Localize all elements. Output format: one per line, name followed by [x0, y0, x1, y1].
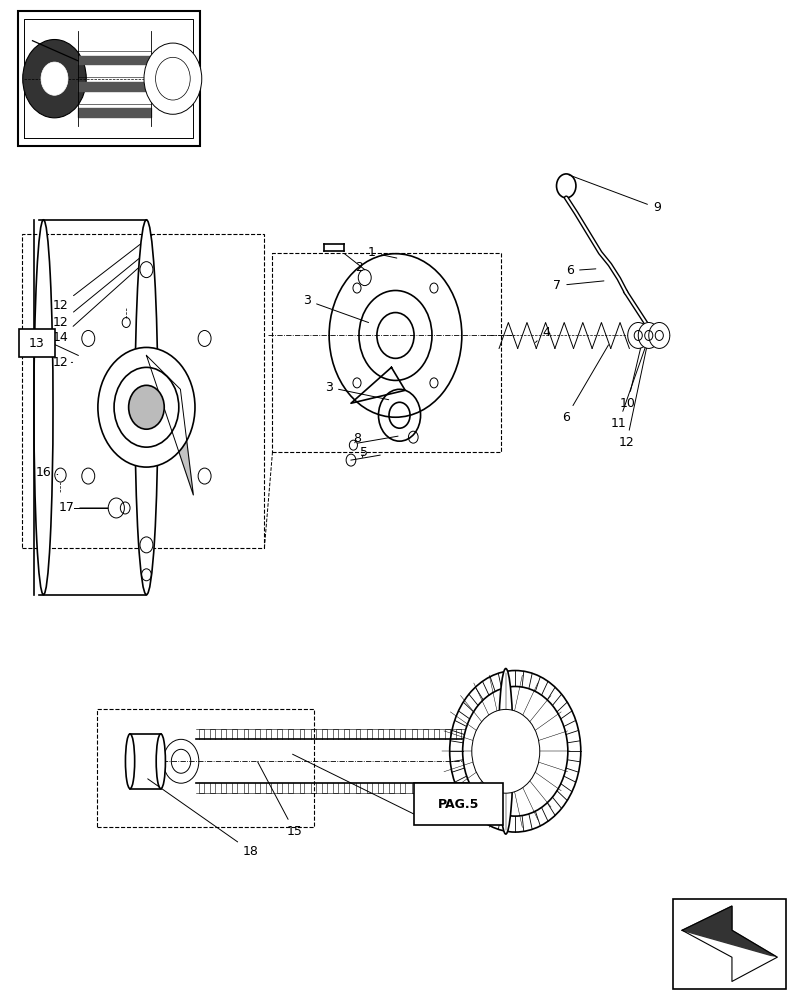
Text: 5: 5 [359, 446, 367, 459]
Circle shape [627, 322, 648, 348]
Circle shape [82, 330, 95, 346]
Text: 18: 18 [148, 779, 258, 858]
Text: 1: 1 [367, 246, 397, 259]
Text: 10: 10 [619, 340, 642, 410]
Circle shape [41, 62, 68, 95]
FancyBboxPatch shape [414, 783, 503, 825]
Text: 6: 6 [565, 264, 595, 277]
Circle shape [139, 262, 152, 278]
Text: 12: 12 [618, 340, 647, 449]
Text: 7: 7 [552, 279, 603, 292]
Text: 11: 11 [610, 340, 647, 430]
Text: 17: 17 [58, 501, 114, 514]
Text: 2: 2 [354, 261, 363, 274]
Text: 3: 3 [324, 381, 388, 400]
Text: 13: 13 [29, 337, 45, 350]
Text: 16: 16 [36, 466, 58, 479]
Text: 3: 3 [303, 294, 368, 323]
Circle shape [23, 40, 86, 118]
Circle shape [648, 322, 669, 348]
Bar [672, 899, 785, 989]
Text: 12: 12 [53, 234, 152, 312]
Ellipse shape [135, 220, 157, 595]
Bar [22, 234, 264, 548]
Text: 12: 12 [53, 250, 148, 329]
Polygon shape [731, 957, 776, 981]
Circle shape [82, 468, 95, 484]
Circle shape [144, 43, 201, 114]
Bar [130, 734, 161, 789]
Circle shape [471, 709, 539, 793]
Ellipse shape [498, 669, 513, 834]
Text: 15: 15 [257, 762, 302, 838]
Circle shape [198, 468, 211, 484]
Ellipse shape [34, 220, 53, 595]
Text: 4: 4 [534, 326, 549, 342]
Polygon shape [681, 906, 776, 957]
FancyBboxPatch shape [19, 329, 54, 357]
Circle shape [198, 330, 211, 346]
Polygon shape [146, 355, 193, 495]
Circle shape [139, 537, 152, 553]
Circle shape [98, 347, 195, 467]
Text: PAG.5: PAG.5 [437, 798, 478, 811]
Bar [18, 11, 200, 146]
Text: 14: 14 [53, 261, 147, 344]
Circle shape [108, 498, 124, 518]
Ellipse shape [156, 734, 165, 789]
Circle shape [128, 385, 164, 429]
Ellipse shape [125, 734, 135, 789]
Bar [272, 253, 501, 452]
Circle shape [637, 322, 659, 348]
Bar [97, 709, 313, 827]
Circle shape [462, 686, 567, 816]
Text: 8: 8 [353, 432, 361, 445]
Text: 12: 12 [53, 356, 72, 369]
Text: 9: 9 [569, 175, 660, 214]
Text: 6: 6 [561, 345, 607, 424]
